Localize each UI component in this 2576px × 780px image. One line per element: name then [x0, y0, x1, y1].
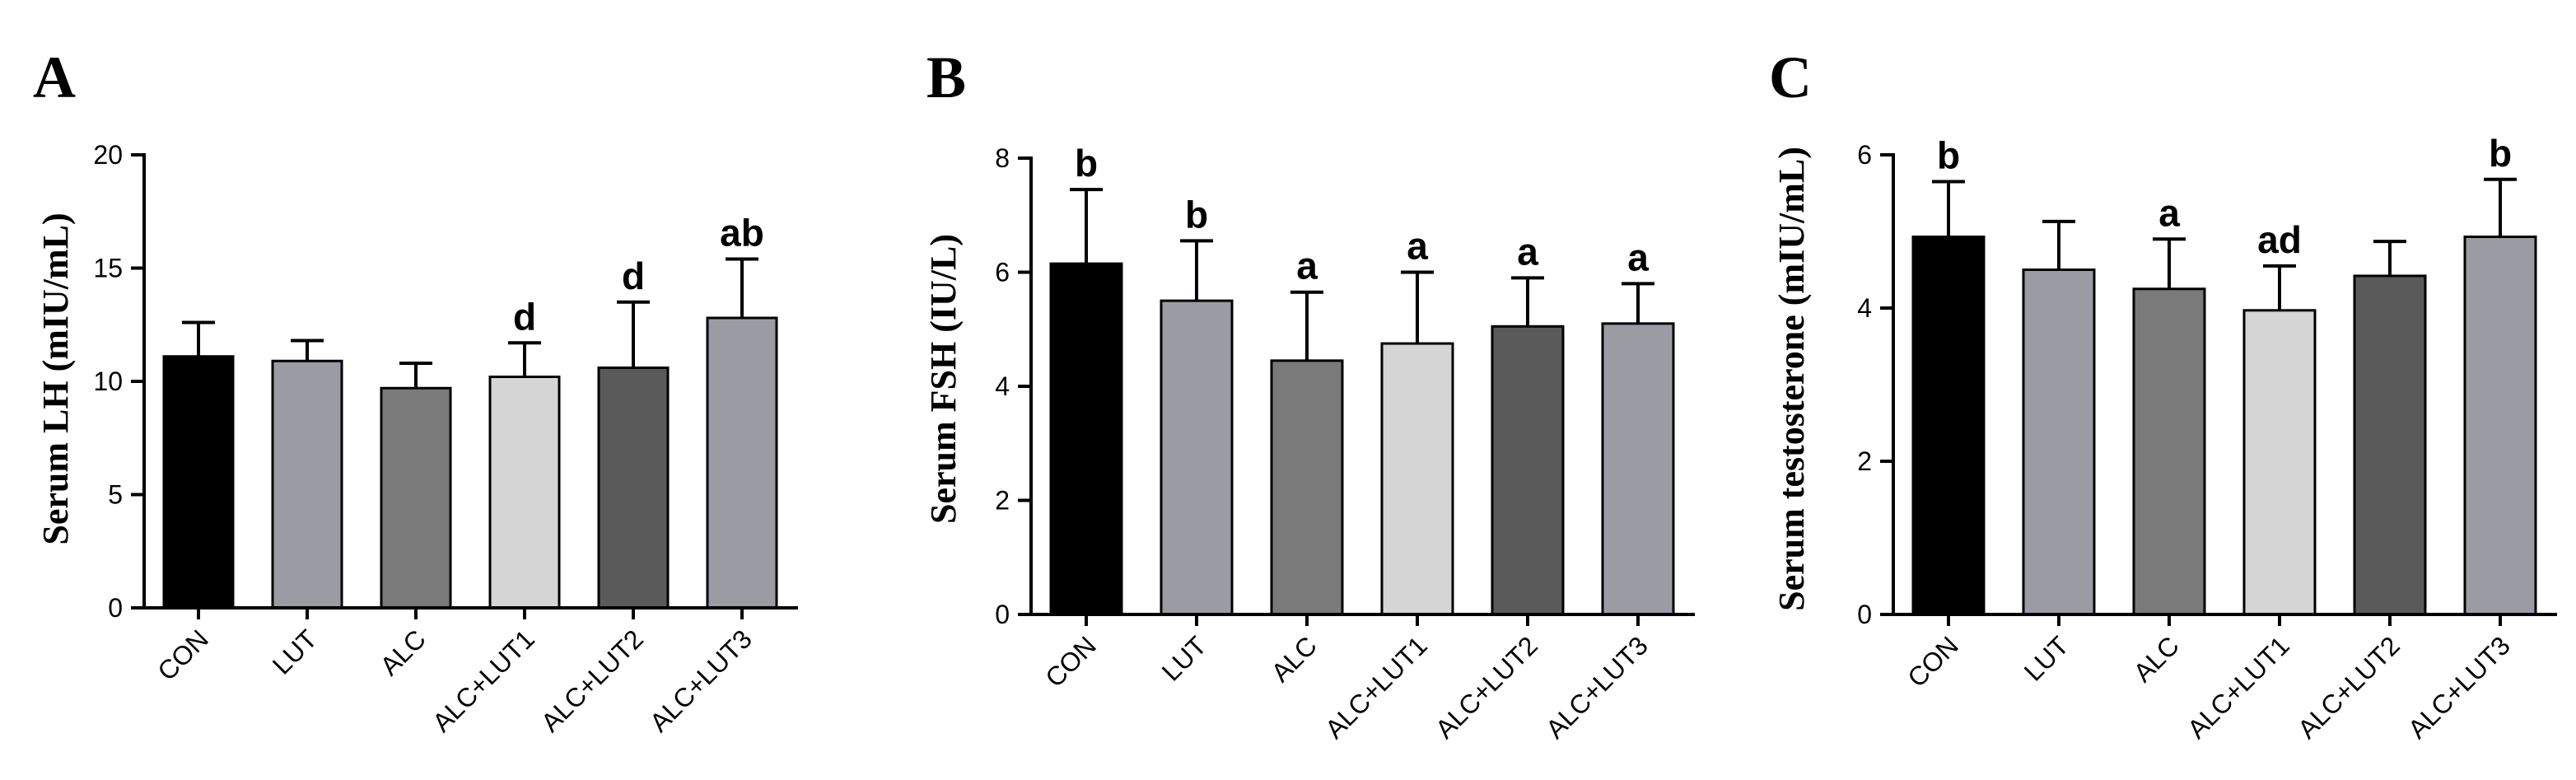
y-tick-label: 4 [995, 371, 1010, 401]
bar-lut [1160, 299, 1234, 616]
bar-con [1049, 262, 1123, 616]
y-tick-label: 2 [995, 486, 1010, 516]
significance-label: ab [720, 212, 764, 255]
y-tick-label: 6 [995, 258, 1010, 287]
x-tick-label: LUT [2018, 630, 2074, 686]
bar-con [162, 355, 235, 610]
panel-c: C Serum testosterone (mIU/mL) 0 2 4 6 b a ad b… [1769, 44, 2557, 745]
x-tick-label: ALC [2127, 630, 2184, 687]
bar-lut [2022, 269, 2096, 616]
bar-con [1911, 236, 1986, 616]
x-tick-label: ALC [374, 624, 431, 680]
bar-alc-lut1 [488, 376, 561, 610]
bar-alc-lut3 [2463, 236, 2537, 616]
x-tick-label: ALC+LUT1 [427, 624, 540, 737]
significance-label: a [2158, 191, 2180, 234]
y-tick-label: 4 [1857, 293, 1872, 323]
significance-label: d [622, 255, 645, 297]
bar-lut [271, 359, 343, 610]
significance-label: ad [2257, 218, 2302, 261]
significance-label: b [2489, 132, 2512, 175]
bar-alc-lut1 [2242, 309, 2317, 616]
significance-label: a [1517, 230, 1538, 273]
bar-alc-lut3 [1601, 322, 1675, 616]
x-tick-label: ALC+LUT2 [2292, 630, 2406, 744]
x-tick-label: ALC+LUT3 [644, 624, 758, 737]
x-tick-label: CON [152, 624, 214, 686]
bar-alc-lut2 [597, 367, 670, 610]
panel-a: A Serum LH (mIU/mL) 0 5 10 15 20 d d ab CON LUT… [33, 44, 798, 738]
y-tick-label: 8 [995, 143, 1010, 173]
x-tick-label: ALC+LUT2 [535, 624, 649, 737]
significance-label: a [1407, 225, 1428, 268]
bar-alc [1270, 359, 1344, 616]
x-tick-label: CON [1902, 630, 1964, 693]
significance-label: a [1296, 245, 1318, 287]
x-tick-label: ALC+LUT1 [1319, 630, 1433, 744]
panel-letter: C [1769, 44, 1812, 110]
x-tick-label: LUT [267, 624, 323, 680]
x-tick-label: ALC+LUT3 [2402, 630, 2516, 744]
panel-letter: B [926, 44, 966, 110]
y-tick-label: 0 [995, 600, 1010, 629]
y-tick-label: 10 [93, 367, 123, 396]
x-tick-label: ALC [1265, 630, 1322, 687]
significance-label: a [1627, 236, 1649, 278]
panel-b: B Serum FSH (IU/L) 0 2 4 6 8 b b a a a a CON LUT AL… [923, 44, 1695, 745]
y-tick-label: 15 [93, 254, 123, 283]
y-axis-label: Serum LH (mIU/mL) [35, 213, 76, 544]
bar-alc-lut3 [706, 316, 778, 610]
significance-label: b [1937, 134, 1960, 177]
significance-label: b [1185, 193, 1208, 236]
x-tick-label: LUT [1156, 630, 1212, 686]
bar-alc-lut2 [2353, 274, 2427, 616]
y-tick-label: 2 [1857, 446, 1872, 476]
bar-alc-lut2 [1491, 325, 1565, 616]
y-tick-label: 6 [1857, 140, 1872, 170]
y-axis-label: Serum testosterone (mIU/mL) [1771, 147, 1812, 611]
x-tick-label: ALC+LUT3 [1540, 630, 1654, 744]
x-tick-label: ALC+LUT2 [1430, 630, 1543, 744]
x-tick-label: ALC+LUT1 [2182, 630, 2295, 744]
y-axis-label: Serum FSH (IU/L) [923, 234, 964, 524]
y-tick-label: 20 [93, 140, 123, 170]
bar-alc-lut1 [1380, 342, 1454, 616]
bar-alc [380, 386, 452, 610]
significance-label: d [513, 295, 536, 338]
y-tick-label: 5 [108, 480, 123, 510]
significance-label: b [1075, 142, 1098, 184]
y-tick-label: 0 [108, 593, 123, 623]
bar-alc [2132, 287, 2206, 616]
panel-letter: A [33, 44, 76, 110]
x-tick-label: CON [1039, 630, 1102, 693]
y-tick-label: 0 [1857, 600, 1872, 629]
